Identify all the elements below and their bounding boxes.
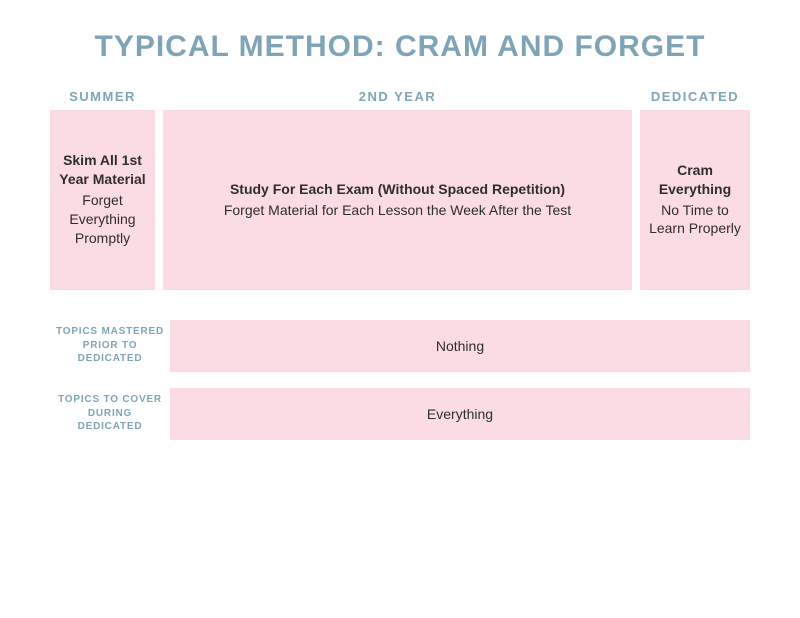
summary-label-mastered: TOPICS MASTERED PRIOR TO DEDICATED (50, 320, 170, 372)
phase-second-year: Study For Each Exam (Without Spaced Repe… (163, 110, 632, 290)
phase-summer-title: Skim All 1st Year Material (58, 151, 147, 189)
phase-dedicated-subtitle: No Time to Learn Properly (648, 201, 742, 239)
phase-summer-subtitle: Forget Everything Promptly (58, 191, 147, 248)
phase-summer: Skim All 1st Year Material Forget Everyt… (50, 110, 155, 290)
header-second-year: 2ND YEAR (155, 89, 640, 104)
header-summer: SUMMER (50, 89, 155, 104)
summary-label-to-cover: TOPICS TO COVER DURING DEDICATED (50, 388, 170, 440)
phase-dedicated-title: Cram Everything (648, 161, 742, 199)
summary-value-mastered: Nothing (170, 320, 750, 372)
page-title: TYPICAL METHOD: CRAM AND FORGET (50, 30, 750, 65)
phase-second-year-title: Study For Each Exam (Without Spaced Repe… (230, 180, 565, 199)
column-headers: SUMMER 2ND YEAR DEDICATED (50, 89, 750, 104)
summary-row-mastered: TOPICS MASTERED PRIOR TO DEDICATED Nothi… (50, 320, 750, 372)
summary-row-to-cover: TOPICS TO COVER DURING DEDICATED Everyth… (50, 388, 750, 440)
header-dedicated: DEDICATED (640, 89, 750, 104)
phase-second-year-subtitle: Forget Material for Each Lesson the Week… (224, 201, 571, 220)
phase-row: Skim All 1st Year Material Forget Everyt… (50, 110, 750, 290)
summary-value-to-cover: Everything (170, 388, 750, 440)
phase-dedicated: Cram Everything No Time to Learn Properl… (640, 110, 750, 290)
